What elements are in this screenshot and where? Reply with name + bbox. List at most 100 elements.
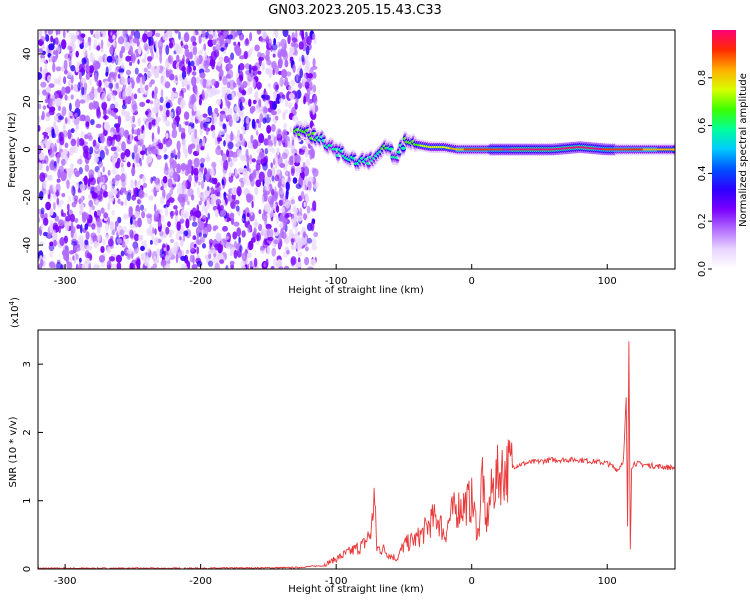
noise-blob bbox=[66, 179, 70, 190]
noise-blob bbox=[155, 118, 160, 128]
noise-blob bbox=[296, 215, 303, 222]
noise-blob bbox=[185, 218, 190, 229]
noise-blob bbox=[212, 38, 217, 46]
noise-blob bbox=[181, 138, 186, 146]
noise-blob bbox=[250, 172, 256, 177]
noise-blob bbox=[247, 263, 250, 269]
noise-blob bbox=[107, 238, 114, 247]
noise-blob bbox=[81, 86, 85, 96]
noise-blob bbox=[198, 220, 205, 231]
noise-blob bbox=[198, 194, 202, 198]
noise-blob bbox=[77, 199, 84, 203]
noise-blob bbox=[209, 79, 212, 88]
noise-blob bbox=[180, 209, 184, 218]
noise-blob bbox=[200, 180, 205, 190]
noise-blob bbox=[313, 95, 318, 106]
noise-blob bbox=[225, 265, 229, 269]
noise-blob bbox=[106, 260, 112, 269]
x-tick-label: -100 bbox=[325, 576, 348, 587]
noise-blob bbox=[151, 148, 158, 155]
noise-blob bbox=[214, 262, 220, 269]
noise-blob bbox=[169, 30, 173, 39]
noise-blob bbox=[70, 163, 74, 169]
noise-blob bbox=[38, 125, 41, 132]
noise-blob bbox=[305, 31, 308, 37]
noise-blob bbox=[164, 154, 169, 159]
noise-blob bbox=[89, 177, 96, 186]
noise-blob bbox=[175, 209, 179, 216]
noise-blob bbox=[61, 192, 66, 198]
noise-blob bbox=[288, 92, 295, 100]
noise-blob bbox=[273, 239, 279, 245]
noise-blob bbox=[89, 185, 95, 192]
x-tick-label: -100 bbox=[325, 276, 348, 287]
noise-blob bbox=[148, 112, 155, 123]
noise-blob bbox=[48, 83, 55, 88]
noise-blob bbox=[174, 241, 180, 251]
noise-blob bbox=[180, 169, 186, 174]
noise-blob bbox=[120, 250, 125, 257]
noise-blob bbox=[109, 136, 116, 141]
noise-blob bbox=[202, 243, 206, 249]
noise-blob bbox=[49, 208, 54, 216]
noise-blob bbox=[136, 75, 140, 84]
noise-blob bbox=[265, 258, 269, 267]
noise-blob bbox=[220, 47, 225, 52]
noise-blob bbox=[137, 217, 142, 228]
noise-blob bbox=[169, 232, 172, 238]
noise-blob bbox=[117, 216, 122, 224]
noise-blob bbox=[79, 99, 86, 104]
noise-blob bbox=[96, 44, 100, 52]
noise-blob bbox=[300, 167, 305, 172]
noise-blob bbox=[154, 86, 158, 95]
noise-blob bbox=[279, 221, 284, 229]
noise-blob bbox=[128, 210, 133, 218]
noise-blob bbox=[240, 180, 245, 188]
noise-blob bbox=[80, 77, 86, 84]
noise-blob bbox=[56, 153, 60, 164]
noise-blob bbox=[223, 113, 227, 119]
noise-blob bbox=[107, 41, 111, 48]
noise-blob bbox=[219, 35, 225, 46]
noise-blob bbox=[301, 30, 305, 41]
noise-blob bbox=[264, 176, 271, 186]
noise-blob bbox=[148, 36, 151, 47]
noise-blob bbox=[107, 201, 111, 211]
noise-blob bbox=[40, 207, 45, 215]
noise-blob bbox=[112, 41, 116, 48]
noise-blob bbox=[127, 77, 131, 84]
noise-blob bbox=[79, 210, 82, 216]
noise-blob bbox=[240, 155, 246, 161]
noise-blob bbox=[158, 46, 163, 56]
noise-blob bbox=[85, 65, 90, 73]
noise-blob bbox=[212, 256, 219, 264]
noise-blob bbox=[105, 71, 109, 77]
x-tick-label: 100 bbox=[598, 576, 617, 587]
noise-blob bbox=[120, 76, 126, 85]
noise-blob bbox=[133, 93, 138, 100]
noise-blob bbox=[116, 123, 120, 133]
x-tick-label: 100 bbox=[598, 276, 617, 287]
noise-blob bbox=[167, 221, 171, 228]
noise-blob bbox=[181, 80, 185, 88]
noise-blob bbox=[214, 209, 219, 218]
noise-blob bbox=[197, 186, 200, 195]
noise-blob bbox=[278, 266, 284, 269]
noise-blob bbox=[284, 159, 289, 168]
noise-blob bbox=[40, 159, 47, 164]
noise-blob bbox=[183, 111, 190, 120]
noise-blob bbox=[229, 107, 233, 117]
noise-blob bbox=[129, 133, 133, 143]
noise-blob bbox=[147, 71, 153, 77]
noise-blob bbox=[120, 187, 124, 196]
noise-blob bbox=[125, 69, 132, 76]
noise-blob bbox=[199, 127, 203, 136]
snr-background bbox=[38, 330, 675, 569]
noise-blob bbox=[267, 144, 274, 153]
noise-blob bbox=[200, 157, 206, 163]
y-tick-label: 1 bbox=[22, 498, 33, 504]
noise-blob bbox=[222, 123, 226, 130]
noise-blob bbox=[131, 92, 135, 102]
noise-blob bbox=[180, 185, 185, 195]
